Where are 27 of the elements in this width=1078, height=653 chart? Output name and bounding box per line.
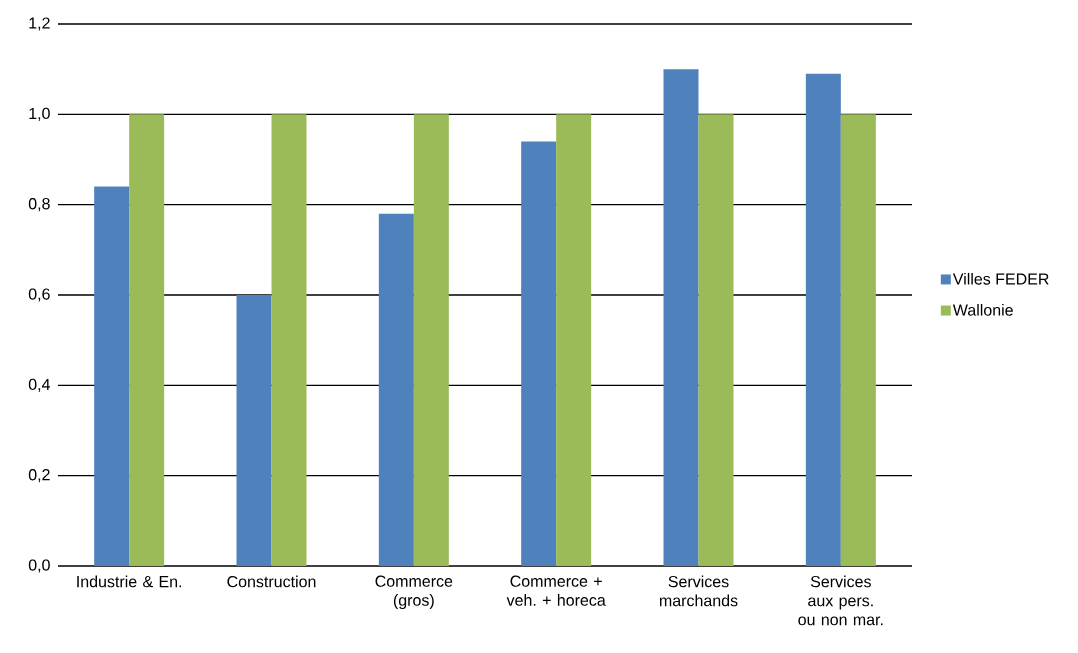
- y-tick-label: 0,4: [28, 378, 50, 392]
- y-tick-label: 0,6: [28, 288, 50, 302]
- y-tick-label: 0,0: [28, 559, 50, 573]
- y-tick-label: 1,0: [29, 107, 50, 121]
- x-tick-label: Commerce + veh. + horeca: [506, 575, 606, 606]
- x-tick-label: Commerce (gros): [375, 575, 453, 610]
- bar: [94, 186, 130, 566]
- x-tick-label: Construction: [227, 575, 316, 588]
- bar: [556, 114, 592, 566]
- y-tick-label: 0,2: [28, 469, 50, 483]
- y-tick-label: 1,2: [29, 17, 50, 31]
- bar: [129, 114, 165, 566]
- legend-label: Villes FEDER: [952, 272, 1049, 285]
- legend-label: Wallonie: [952, 304, 1013, 316]
- bar: [521, 141, 557, 566]
- bar: [840, 114, 876, 566]
- bar: [271, 114, 307, 566]
- bar: [378, 213, 414, 566]
- bar: [805, 73, 841, 566]
- x-tick-label: Industrie & En.: [77, 575, 182, 588]
- bar: [236, 295, 272, 566]
- y-tick-label: 0,8: [28, 198, 50, 212]
- bar: [698, 114, 734, 566]
- bar: [413, 114, 449, 566]
- x-tick-label: Services marchands: [660, 575, 738, 607]
- bar: [663, 69, 699, 566]
- x-tick-label: Services aux pers. ou non mar.: [798, 575, 883, 626]
